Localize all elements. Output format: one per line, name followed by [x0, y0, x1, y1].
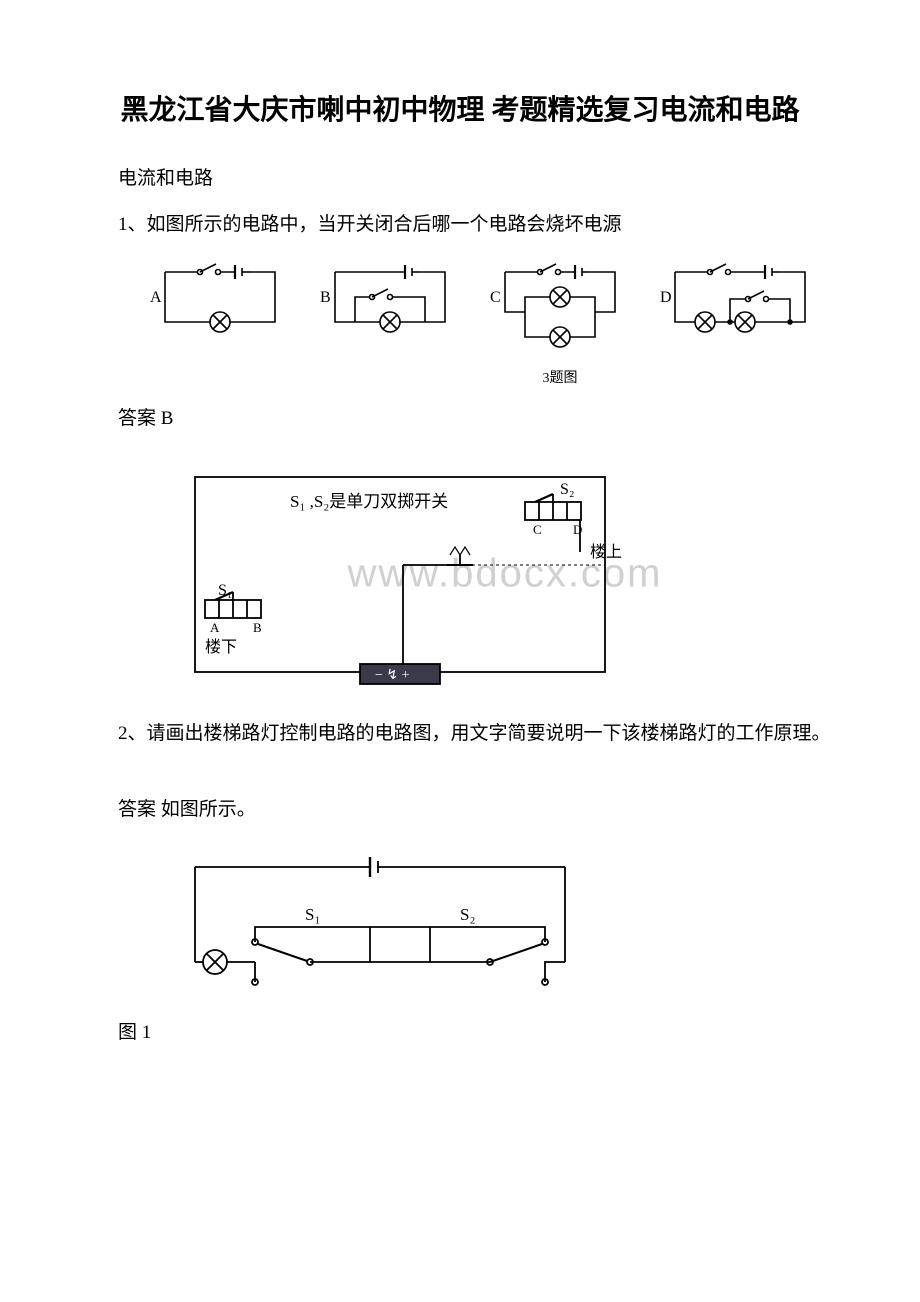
svg-text:− ↯ +: − ↯ + [375, 668, 410, 683]
circuit-option-b: B [310, 257, 470, 337]
svg-text:A: A [210, 620, 220, 635]
section-heading: 电流和电路 [80, 162, 840, 196]
stair-light-circuit: S₁ ,S₂是单刀双掷开关 S₂ C D 楼上 [170, 452, 630, 692]
svg-text:楼下: 楼下 [205, 638, 237, 656]
option-label-b: B [320, 289, 331, 306]
svg-text:楼上: 楼上 [590, 543, 622, 561]
question-2-answer: 答案 如图所示。 [80, 793, 840, 827]
question-1-answer: 答案 B [80, 402, 840, 436]
circuit-option-c: C [480, 257, 640, 357]
option-label-a: A [150, 289, 162, 306]
question-2-figure: www.bdocx.com S₁ ,S₂是单刀双掷开关 S₂ C D 楼上 [170, 452, 840, 697]
svg-text:S₂: S₂ [460, 905, 475, 924]
svg-text:C: C [533, 522, 542, 537]
question-1-figure: A B [140, 257, 840, 387]
svg-text:S₂: S₂ [560, 481, 574, 498]
answer-circuit: S₁ S₂ [170, 842, 590, 992]
svg-text:S₁: S₁ [305, 905, 320, 924]
question-1-text: 1、如图所示的电路中，当开关闭合后哪一个电路会烧坏电源 [80, 208, 840, 242]
circuit-option-d: D [650, 257, 830, 337]
svg-text:D: D [573, 522, 582, 537]
option-label-c: C [490, 289, 501, 306]
option-label-d: D [660, 289, 672, 306]
figure-1-label: 图 1 [118, 1017, 840, 1044]
question-1-caption: 3题图 [480, 367, 640, 387]
svg-text:S₁ ,S₂是单刀双掷开关: S₁ ,S₂是单刀双掷开关 [290, 492, 448, 511]
answer-figure: S₁ S₂ [170, 842, 840, 997]
page-title: 黑龙江省大庆市喇中初中物理 考题精选复习电流和电路 [80, 90, 840, 132]
svg-text:B: B [253, 620, 262, 635]
question-2-text: 2、请画出楼梯路灯控制电路的电路图，用文字简要说明一下该楼梯路灯的工作原理。 [80, 717, 840, 751]
circuit-option-a: A [140, 257, 300, 337]
